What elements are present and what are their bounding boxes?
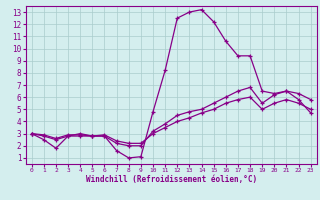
X-axis label: Windchill (Refroidissement éolien,°C): Windchill (Refroidissement éolien,°C)	[86, 175, 257, 184]
